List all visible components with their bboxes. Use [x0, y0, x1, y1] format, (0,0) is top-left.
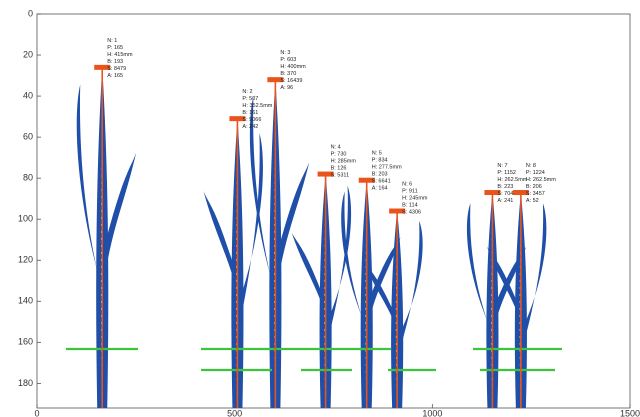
y-tick-label: 120	[18, 255, 33, 265]
annotation-text: B: 193	[107, 59, 123, 65]
annotation-text: A: 242	[242, 124, 258, 130]
annotation-text: B: 370	[280, 71, 296, 77]
annotation-text: B: 206	[526, 184, 542, 190]
annotation-text: H: 400mm	[280, 64, 306, 70]
annotation-text: B: 114	[402, 202, 418, 208]
annotation-text: P: 1152	[497, 170, 516, 176]
y-tick-label: 80	[23, 173, 33, 183]
x-tick-label: 0	[34, 408, 39, 417]
x-tick-label: 500	[227, 408, 242, 417]
annotation-text: A: 52	[526, 198, 539, 204]
annotation-text: H: 352.5mm	[242, 103, 272, 109]
annotation-text: P: 911	[402, 188, 418, 194]
annotation-text: H: 262.5mm	[526, 177, 556, 183]
annotation-text: H: 277.5mm	[372, 165, 402, 171]
annotation-text: B: 126	[331, 166, 347, 172]
y-tick-label: 160	[18, 337, 33, 347]
annotation-text: N: 7	[497, 163, 507, 169]
annotation-text: P: 603	[280, 57, 296, 63]
annotation-text: B: 223	[497, 184, 513, 190]
annotation-text: A: 96	[280, 85, 293, 91]
annotation-text: N: 4	[331, 145, 341, 151]
y-tick-label: 20	[23, 49, 33, 59]
annotation-text: P: 507	[242, 96, 258, 102]
annotation-text: A: 164	[372, 186, 388, 192]
figure: 0 500 1000 1500 0 20 40 60 80 100 120 140 160 180 N: 1…	[0, 0, 640, 417]
annotation-text: N: 3	[280, 50, 290, 56]
annotation-text: N: 6	[402, 181, 412, 187]
annotation-text: N: 1	[107, 38, 117, 44]
y-tick-label: 40	[23, 90, 33, 100]
annotation-text: P: 1224	[526, 170, 545, 176]
y-tick-label: 100	[18, 214, 33, 224]
x-tick-label: 1000	[422, 408, 442, 417]
annotation-text: P: 730	[331, 152, 347, 158]
annotation-text: S: 5311	[331, 173, 350, 179]
annotation-text: H: 415mm	[107, 52, 133, 58]
annotation-text: B: 203	[372, 172, 388, 178]
annotation-text: S: 3457	[526, 191, 545, 197]
annotation-text: S: 6641	[372, 179, 391, 185]
y-tick-label: 60	[23, 132, 33, 142]
annotation-text: N: 8	[526, 163, 536, 169]
annotation-text: A: 165	[107, 73, 123, 79]
annotation-text: N: 5	[372, 151, 382, 157]
annotation-text: S: 8479	[107, 66, 126, 72]
annotation-text: P: 165	[107, 45, 123, 51]
annotation-text: H: 285mm	[331, 159, 357, 165]
annotation-text: P: 834	[372, 158, 388, 164]
annotation-text: S: 4306	[402, 209, 421, 215]
y-tick-label: 180	[18, 378, 33, 388]
x-tick-label: 1500	[620, 408, 640, 417]
annotation-text: H: 262.5mm	[497, 177, 527, 183]
annotation-text: N: 2	[242, 89, 252, 95]
y-tick-label: 140	[18, 296, 33, 306]
y-tick-label: 0	[28, 8, 33, 18]
annotation-text: S: 9066	[242, 117, 261, 123]
annotation-text: A: 241	[497, 198, 513, 204]
annotation-text: S: 16439	[280, 78, 302, 84]
annotation-text: H: 245mm	[402, 195, 428, 201]
annotation-text: B: 161	[242, 110, 258, 116]
